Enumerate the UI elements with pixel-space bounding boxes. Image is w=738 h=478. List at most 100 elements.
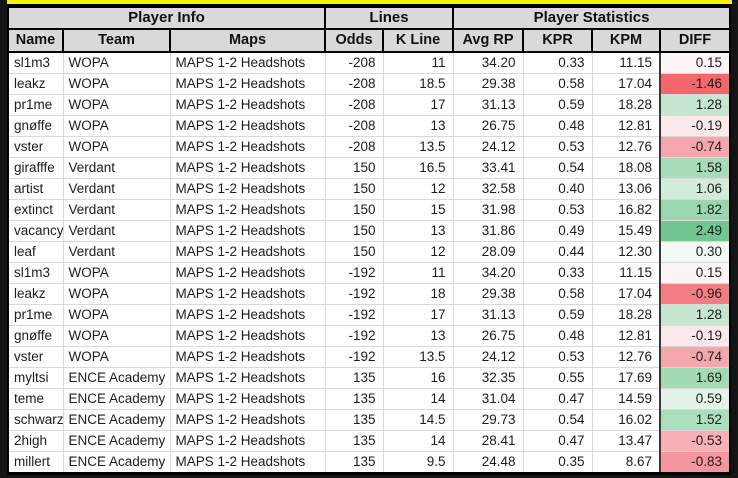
cell-name[interactable]: schwarz (7, 409, 64, 431)
cell-name[interactable]: teme (7, 388, 64, 410)
cell-name[interactable]: myltsi (7, 367, 64, 389)
cell-name[interactable]: vster (7, 136, 64, 158)
table-row[interactable]: vster WOPA MAPS 1-2 Headshots -192 13.5 … (7, 346, 732, 368)
cell-kpr[interactable]: 0.54 (522, 157, 593, 179)
cell-k-line[interactable]: 15 (382, 199, 454, 221)
cell-kpr[interactable]: 0.53 (522, 136, 593, 158)
cell-maps[interactable]: MAPS 1-2 Headshots (169, 241, 326, 263)
cell-diff[interactable]: 1.06 (658, 178, 732, 200)
cell-name[interactable]: gnøffe (7, 325, 64, 347)
cell-kpr[interactable]: 0.49 (522, 220, 593, 242)
cell-maps[interactable]: MAPS 1-2 Headshots (169, 115, 326, 137)
table-row[interactable]: schwarz ENCE Academy MAPS 1-2 Headshots … (7, 409, 732, 431)
cell-kpm[interactable]: 18.08 (591, 157, 661, 179)
col-header-maps[interactable]: Maps (169, 28, 326, 53)
group-header-player-statistics[interactable]: Player Statistics (451, 6, 732, 30)
cell-odds[interactable]: -192 (324, 283, 384, 305)
cell-team[interactable]: WOPA (62, 304, 171, 326)
cell-odds[interactable]: 150 (324, 241, 384, 263)
cell-name[interactable]: pr1me (7, 304, 64, 326)
table-row[interactable]: sl1m3 WOPA MAPS 1-2 Headshots -208 11 34… (7, 51, 732, 74)
cell-team[interactable]: WOPA (62, 51, 171, 74)
col-header-odds[interactable]: Odds (324, 28, 384, 53)
cell-name[interactable]: vster (7, 346, 64, 368)
cell-maps[interactable]: MAPS 1-2 Headshots (169, 388, 326, 410)
cell-k-line[interactable]: 9.5 (382, 451, 454, 474)
cell-k-line[interactable]: 14.5 (382, 409, 454, 431)
cell-diff[interactable]: -0.96 (658, 283, 732, 305)
cell-kpr[interactable]: 0.53 (522, 199, 593, 221)
table-row[interactable]: myltsi ENCE Academy MAPS 1-2 Headshots 1… (7, 367, 732, 389)
table-row[interactable]: sl1m3 WOPA MAPS 1-2 Headshots -192 11 34… (7, 262, 732, 284)
col-header-team[interactable]: Team (62, 28, 171, 53)
cell-avg-rp[interactable]: 31.13 (452, 304, 524, 326)
cell-team[interactable]: Verdant (62, 220, 171, 242)
cell-odds[interactable]: -208 (324, 136, 384, 158)
cell-kpm[interactable]: 18.28 (591, 304, 661, 326)
cell-kpr[interactable]: 0.47 (522, 430, 593, 452)
cell-diff[interactable]: 1.58 (658, 157, 732, 179)
table-row[interactable]: vacancy Verdant MAPS 1-2 Headshots 150 1… (7, 220, 732, 242)
cell-k-line[interactable]: 13 (382, 325, 454, 347)
cell-diff[interactable]: 0.15 (658, 262, 732, 284)
cell-kpm[interactable]: 16.82 (591, 199, 661, 221)
cell-kpm[interactable]: 11.15 (591, 51, 661, 74)
group-header-player-info[interactable]: Player Info (7, 6, 326, 30)
cell-team[interactable]: WOPA (62, 136, 171, 158)
cell-kpm[interactable]: 15.49 (591, 220, 661, 242)
cell-odds[interactable]: -208 (324, 115, 384, 137)
cell-kpm[interactable]: 12.76 (591, 346, 661, 368)
cell-kpm[interactable]: 18.28 (591, 94, 661, 116)
cell-maps[interactable]: MAPS 1-2 Headshots (169, 346, 326, 368)
cell-team[interactable]: ENCE Academy (62, 430, 171, 452)
cell-avg-rp[interactable]: 24.48 (452, 451, 524, 474)
cell-name[interactable]: 2high (7, 430, 64, 452)
cell-k-line[interactable]: 16.5 (382, 157, 454, 179)
cell-avg-rp[interactable]: 28.41 (452, 430, 524, 452)
cell-kpm[interactable]: 13.47 (591, 430, 661, 452)
cell-diff[interactable]: 1.28 (658, 94, 732, 116)
cell-avg-rp[interactable]: 26.75 (452, 115, 524, 137)
cell-avg-rp[interactable]: 32.58 (452, 178, 524, 200)
table-row[interactable]: leakz WOPA MAPS 1-2 Headshots -192 18 29… (7, 283, 732, 305)
cell-k-line[interactable]: 11 (382, 262, 454, 284)
cell-name[interactable]: leakz (7, 283, 64, 305)
cell-diff[interactable]: 1.69 (658, 367, 732, 389)
cell-kpm[interactable]: 12.30 (591, 241, 661, 263)
cell-maps[interactable]: MAPS 1-2 Headshots (169, 409, 326, 431)
cell-name[interactable]: artist (7, 178, 64, 200)
cell-odds[interactable]: 150 (324, 199, 384, 221)
cell-name[interactable]: girafffe (7, 157, 64, 179)
cell-avg-rp[interactable]: 29.38 (452, 73, 524, 95)
cell-team[interactable]: WOPA (62, 262, 171, 284)
cell-name[interactable]: sl1m3 (7, 51, 64, 74)
cell-kpr[interactable]: 0.33 (522, 262, 593, 284)
cell-diff[interactable]: -0.83 (658, 451, 732, 474)
cell-kpm[interactable]: 8.67 (591, 451, 661, 474)
cell-kpr[interactable]: 0.44 (522, 241, 593, 263)
cell-team[interactable]: ENCE Academy (62, 451, 171, 474)
cell-kpr[interactable]: 0.55 (522, 367, 593, 389)
table-row[interactable]: millert ENCE Academy MAPS 1-2 Headshots … (7, 451, 732, 474)
cell-kpr[interactable]: 0.59 (522, 304, 593, 326)
col-header-k-line[interactable]: K Line (382, 28, 454, 53)
cell-name[interactable]: sl1m3 (7, 262, 64, 284)
cell-diff[interactable]: 0.15 (658, 51, 732, 74)
cell-maps[interactable]: MAPS 1-2 Headshots (169, 73, 326, 95)
table-row[interactable]: gnøffe WOPA MAPS 1-2 Headshots -208 13 2… (7, 115, 732, 137)
table-row[interactable]: leakz WOPA MAPS 1-2 Headshots -208 18.5 … (7, 73, 732, 95)
cell-name[interactable]: leakz (7, 73, 64, 95)
cell-k-line[interactable]: 12 (382, 241, 454, 263)
cell-odds[interactable]: 150 (324, 220, 384, 242)
cell-odds[interactable]: 150 (324, 157, 384, 179)
cell-odds[interactable]: -192 (324, 346, 384, 368)
cell-avg-rp[interactable]: 31.86 (452, 220, 524, 242)
cell-kpm[interactable]: 12.76 (591, 136, 661, 158)
cell-diff[interactable]: 0.30 (658, 241, 732, 263)
cell-name[interactable]: millert (7, 451, 64, 474)
cell-team[interactable]: Verdant (62, 241, 171, 263)
cell-avg-rp[interactable]: 28.09 (452, 241, 524, 263)
cell-maps[interactable]: MAPS 1-2 Headshots (169, 304, 326, 326)
cell-maps[interactable]: MAPS 1-2 Headshots (169, 430, 326, 452)
cell-avg-rp[interactable]: 24.12 (452, 136, 524, 158)
